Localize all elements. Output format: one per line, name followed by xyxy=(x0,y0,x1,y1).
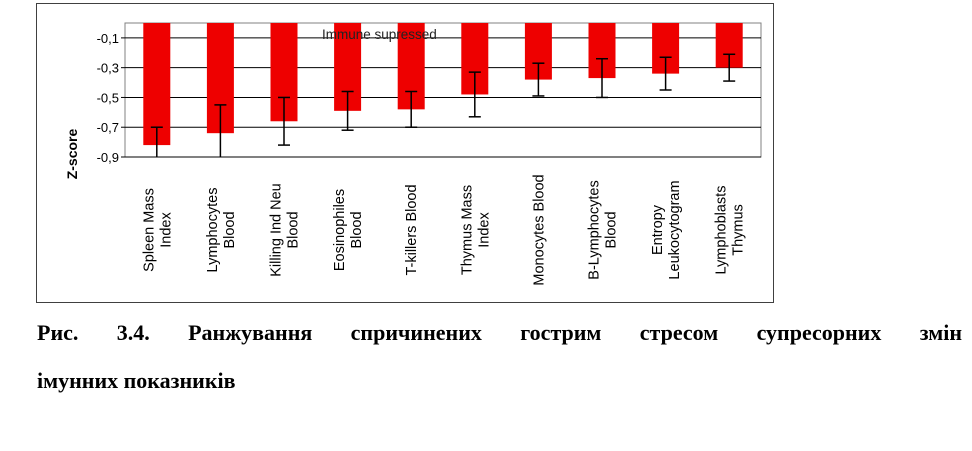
x-category-label-line: B-Lymphocytes xyxy=(587,180,603,279)
x-category-label: LymphocytesBlood xyxy=(205,188,238,273)
x-category-label: Thymus MassIndex xyxy=(459,185,492,275)
chart-annotation: Immune supressed xyxy=(322,27,437,42)
x-category-label-line: Lymphocytes xyxy=(205,188,221,273)
chart-frame: -0,1 -0,3 -0,5 -0,7 -0,9 Z-score Spleen MassIn… xyxy=(36,3,774,303)
x-category-label-line: Blood xyxy=(286,211,302,248)
x-category-label-line: Leukocytogram xyxy=(667,180,683,279)
y-tick-label: -0,7 xyxy=(97,120,119,135)
x-category-label-line: Killing Ind Neu xyxy=(269,183,285,277)
x-category-label-line: Blood xyxy=(349,211,365,248)
x-category-label-line: Thymus xyxy=(731,204,747,256)
x-category-label-line: Blood xyxy=(222,211,238,248)
x-category-label-line: Blood xyxy=(604,211,620,248)
x-category-label-line: Thymus Mass xyxy=(459,185,475,275)
x-category-label: LymphoblastsThymus xyxy=(714,186,747,275)
x-category-label: Monocytes Blood xyxy=(531,174,547,285)
x-category-label-line: T-killers Blood xyxy=(404,184,420,275)
x-category-label-line: Lymphoblasts xyxy=(714,186,730,275)
x-category-label-line: Index xyxy=(158,212,174,248)
x-category-label: T-killers Blood xyxy=(404,184,420,275)
caption-line-1: Рис. 3.4. Ранжування спричинених гострим… xyxy=(37,320,962,345)
y-axis-label: Z-score xyxy=(64,129,80,180)
x-category-label-line: Spleen Mass xyxy=(141,188,157,272)
x-category-label: B-LymphocytesBlood xyxy=(587,180,620,279)
y-tick-label: -0,3 xyxy=(97,61,119,76)
y-tick-label: -0,1 xyxy=(97,31,119,46)
x-category-label-line: Entropy xyxy=(650,204,666,255)
x-category-label: Killing Ind NeuBlood xyxy=(269,183,302,277)
x-category-label: EosinophilesBlood xyxy=(332,189,365,271)
y-tick-label: -0,9 xyxy=(97,150,119,165)
caption-line-2: імунних показників xyxy=(37,368,236,393)
bar xyxy=(143,23,171,146)
y-tick-label: -0,5 xyxy=(97,90,119,105)
x-category-label: Spleen MassIndex xyxy=(141,188,174,272)
x-category-label: EntropyLeukocytogram xyxy=(650,180,683,279)
x-category-label-line: Eosinophiles xyxy=(332,189,348,271)
x-category-label-line: Monocytes Blood xyxy=(531,174,547,285)
x-category-label-line: Index xyxy=(476,212,492,248)
figure-caption: Рис. 3.4. Ранжування спричинених гострим… xyxy=(37,309,962,405)
